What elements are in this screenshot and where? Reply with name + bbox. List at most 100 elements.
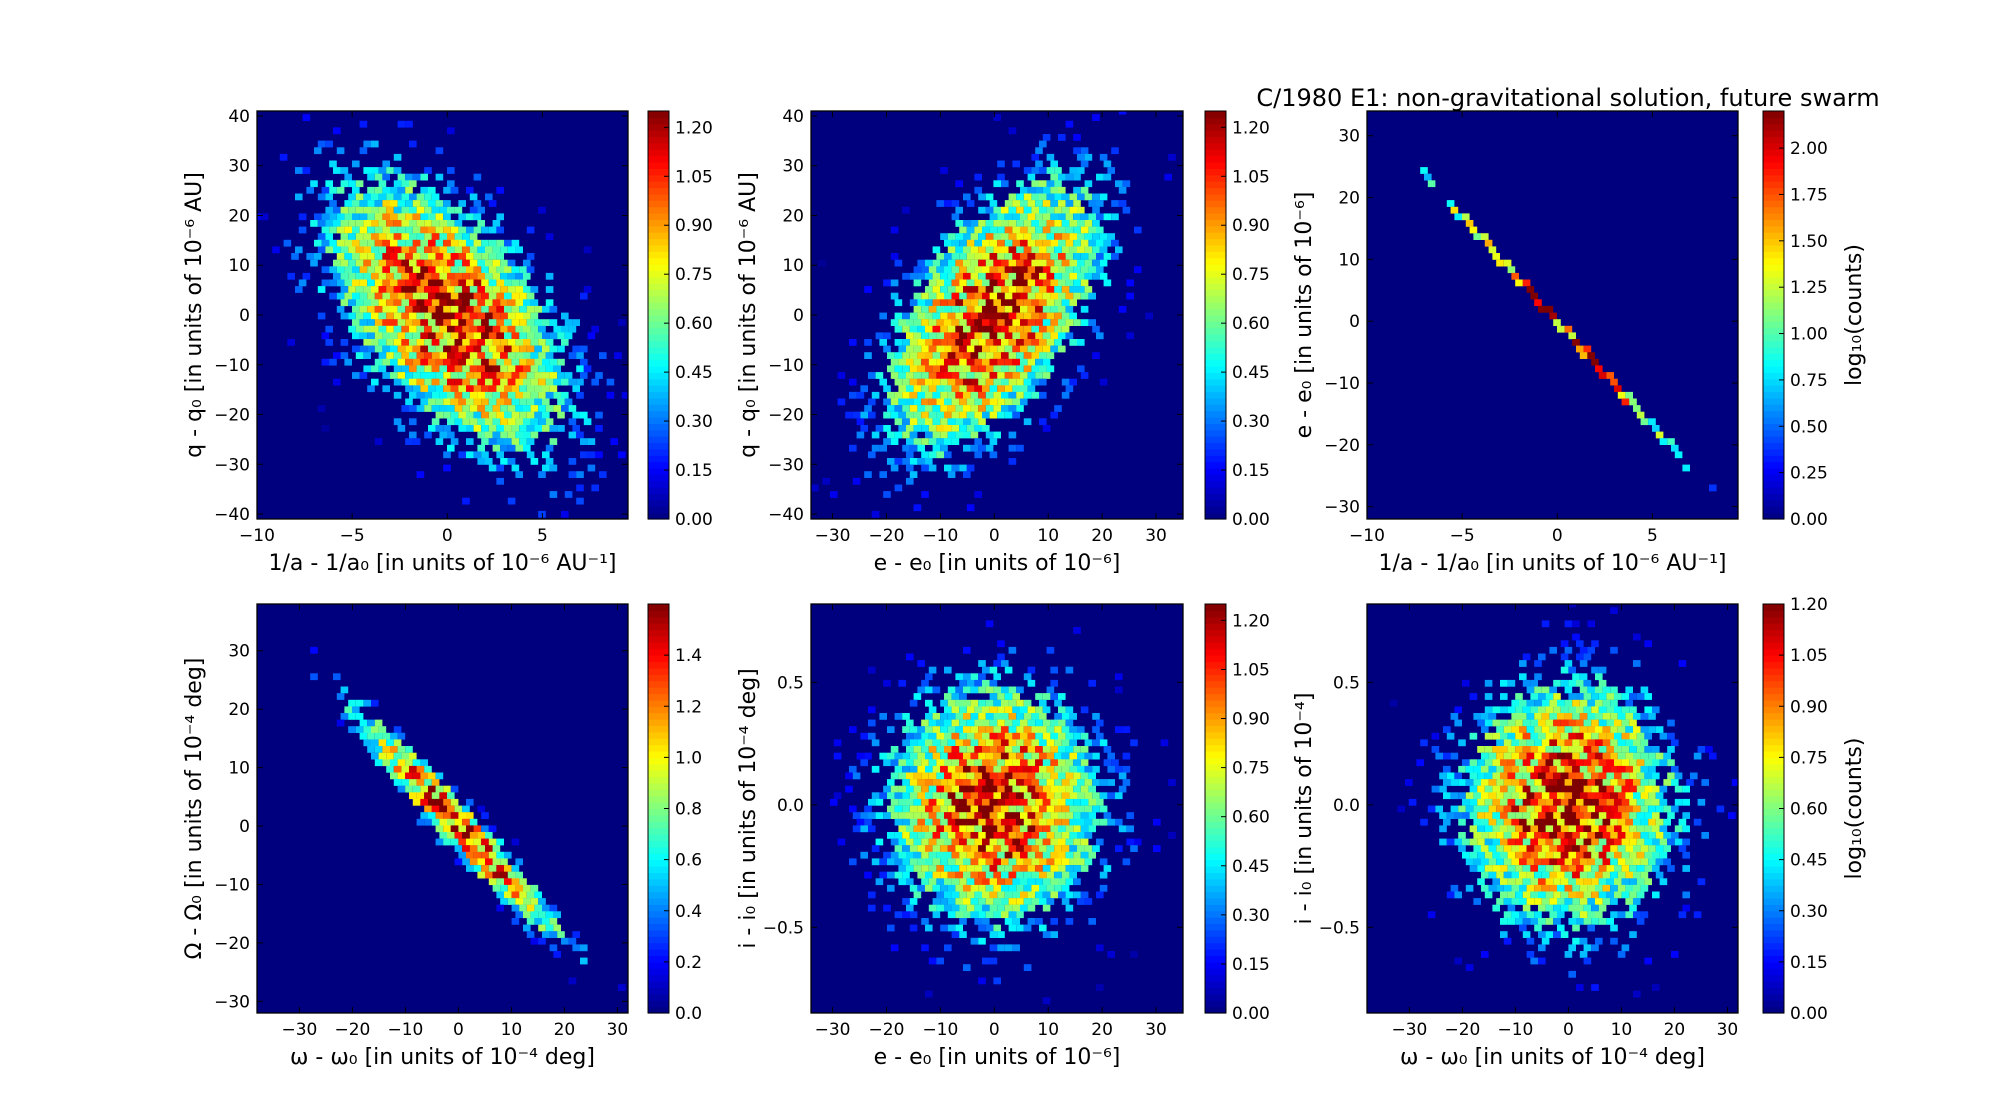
density-cell [1640,858,1649,866]
density-cell [1012,865,1020,872]
density-cell [1659,878,1668,886]
density-cell [1039,871,1047,879]
density-cell [1598,759,1607,767]
density-cell [295,246,303,254]
colorbar-segment [1205,257,1226,265]
density-cell [1534,871,1542,879]
density-cell [1111,200,1119,207]
density-cell [1534,673,1542,681]
density-cell [1042,891,1051,899]
density-cell [1073,732,1081,740]
density-cell [1496,858,1504,866]
density-cell [1008,391,1017,399]
density-cell [1617,818,1626,826]
density-cell [355,206,364,214]
density-cell [932,832,941,839]
density-cell [944,464,952,472]
density-cell [504,851,512,859]
density-cell [1598,825,1607,833]
density-cell [1084,792,1093,800]
density-cell [507,444,516,452]
density-cell [1519,739,1527,747]
density-cell [359,239,368,247]
density-cell [416,378,425,386]
density-cell [997,732,1005,740]
density-cell [1621,865,1630,872]
density-cell [371,206,379,214]
density-cell [1065,226,1074,234]
density-cell [1541,884,1550,892]
density-cell [1595,911,1603,919]
density-cell [340,713,349,720]
density-cell [1515,851,1523,859]
density-cell [359,345,368,353]
density-cell [500,444,508,452]
density-cell [1115,726,1123,733]
density-cell [944,305,952,313]
density-cell [1583,706,1592,714]
density-cell [1503,818,1512,826]
density-cell [1080,266,1089,274]
density-cell [1111,253,1119,260]
density-cell [405,120,413,128]
density-cell [545,233,554,240]
density-cell [1587,726,1595,733]
density-cell [1058,173,1066,181]
density-cell [951,904,960,912]
density-cell [932,818,941,826]
density-cell [439,299,447,307]
density-cell [1050,838,1058,846]
density-cell [576,378,584,386]
density-cell [1092,818,1100,826]
density-cell [1084,752,1093,760]
density-cell [1610,871,1618,879]
density-cell [1031,845,1039,852]
density-cell [932,752,941,760]
density-cell [439,832,447,839]
density-cell [1541,765,1550,773]
density-cell [431,391,440,399]
density-cell [1519,845,1527,852]
density-cell [1610,739,1618,747]
density-cell [1008,898,1017,905]
colorbar-segment [1763,200,1784,208]
density-cell [1488,818,1497,826]
density-cell [447,220,455,227]
density-cell [1027,851,1036,859]
x-tick-label: 10 [501,1020,523,1040]
density-cell [1096,732,1104,740]
density-cell [1553,798,1561,806]
colorbar-segment [1205,1006,1226,1014]
colorbar-segment [1763,499,1784,507]
density-cell [985,924,994,932]
density-cell [997,226,1005,234]
density-cell [1538,732,1546,740]
density-cell [1496,832,1504,839]
density-cell [561,312,569,320]
density-cell [966,772,975,780]
density-cell [393,726,402,733]
colorbar-segment [648,891,669,899]
density-cell [1065,666,1074,674]
density-cell [985,431,994,439]
density-cell [1572,792,1580,800]
density-cell [557,358,565,366]
colorbar-segment [648,802,669,810]
density-cell [359,279,368,287]
density-cells [257,114,628,518]
density-cell [401,286,409,293]
density-cell [1027,785,1036,793]
density-cell [1484,239,1493,247]
colorbar-segment [1763,283,1784,291]
density-cell [1522,931,1531,938]
density-cell [481,239,489,247]
density-cell [890,438,899,445]
density-cell [572,411,580,419]
x-tick-label: 0 [1552,526,1563,546]
density-cell [1035,332,1043,340]
density-cell [989,666,998,674]
density-cell [1058,332,1066,340]
density-cell [925,845,933,852]
density-cell [382,358,390,366]
colorbar-segment [648,353,669,361]
